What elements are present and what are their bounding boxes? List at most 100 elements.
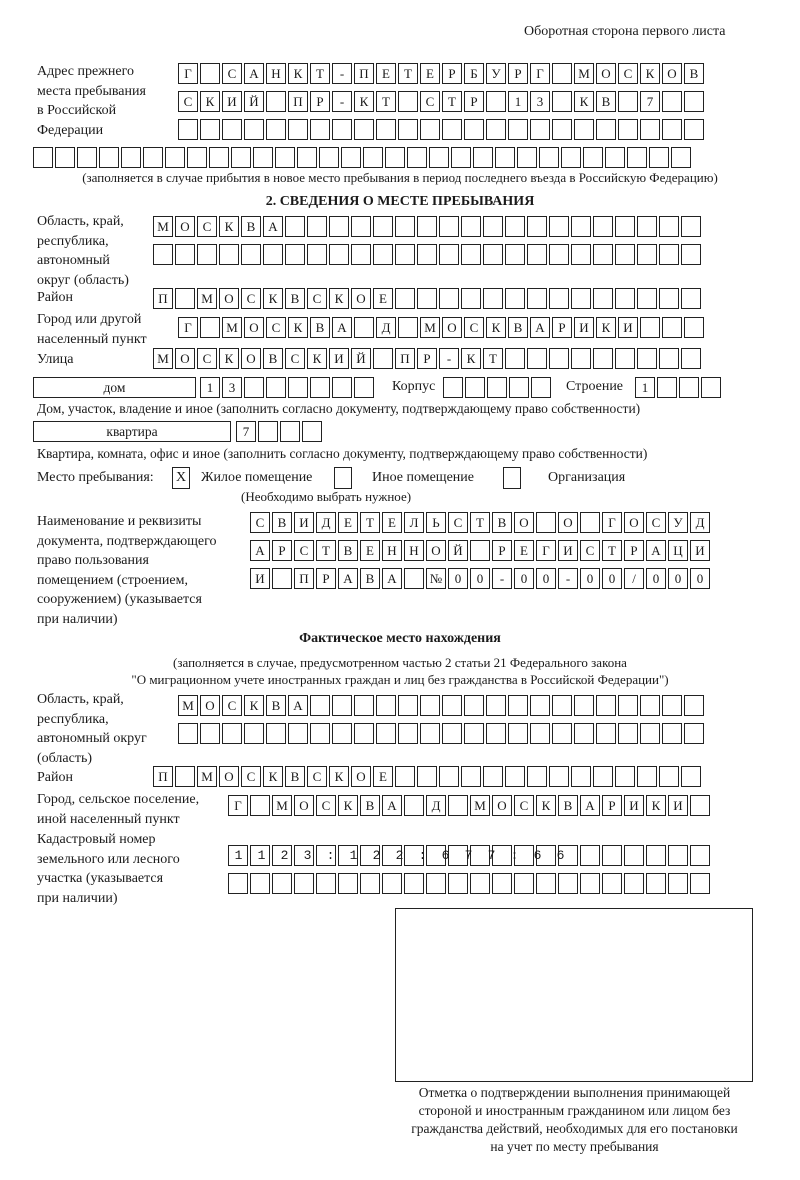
char-cell[interactable]: К [574, 91, 594, 112]
char-cell[interactable] [681, 244, 701, 265]
char-cell[interactable] [417, 288, 437, 309]
char-cell[interactable]: А [250, 540, 270, 561]
house-type-field[interactable]: дом [33, 377, 196, 398]
char-cell[interactable]: О [200, 695, 220, 716]
char-cell[interactable] [536, 873, 556, 894]
char-cell[interactable] [593, 216, 613, 237]
char-cell[interactable] [439, 216, 459, 237]
char-cell[interactable] [640, 317, 660, 338]
char-cell[interactable]: М [197, 766, 217, 787]
char-cell[interactable] [266, 723, 286, 744]
char-cell[interactable]: О [442, 317, 462, 338]
char-cell[interactable]: И [690, 540, 710, 561]
char-cell[interactable] [514, 873, 534, 894]
char-cell[interactable] [593, 244, 613, 265]
char-cell[interactable] [307, 216, 327, 237]
char-cell[interactable] [288, 723, 308, 744]
char-cell[interactable] [552, 91, 572, 112]
char-cell[interactable]: К [354, 91, 374, 112]
char-cell[interactable] [684, 723, 704, 744]
char-cell[interactable] [332, 723, 352, 744]
char-cell[interactable] [637, 348, 657, 369]
char-cell[interactable]: А [244, 63, 264, 84]
char-cell[interactable] [244, 377, 264, 398]
char-cell[interactable] [690, 873, 710, 894]
char-cell[interactable] [508, 119, 528, 140]
char-cell[interactable]: О [175, 348, 195, 369]
char-cell[interactable] [596, 723, 616, 744]
char-cell[interactable]: О [175, 216, 195, 237]
char-cell[interactable]: А [332, 317, 352, 338]
char-cell[interactable] [659, 348, 679, 369]
char-cell[interactable]: 0 [646, 568, 666, 589]
char-cell[interactable] [329, 216, 349, 237]
char-cell[interactable]: 7 [640, 91, 660, 112]
char-cell[interactable] [319, 147, 339, 168]
char-cell[interactable] [684, 91, 704, 112]
char-cell[interactable]: А [382, 568, 402, 589]
char-cell[interactable] [165, 147, 185, 168]
char-cell[interactable] [509, 377, 529, 398]
char-cell[interactable] [354, 317, 374, 338]
char-cell[interactable] [294, 845, 314, 866]
char-cell[interactable]: В [285, 288, 305, 309]
char-cell[interactable] [618, 723, 638, 744]
char-cell[interactable]: О [219, 766, 239, 787]
actual-region-row-2[interactable] [178, 723, 704, 745]
char-cell[interactable]: Р [552, 317, 572, 338]
char-cell[interactable] [662, 91, 682, 112]
char-cell[interactable] [690, 795, 710, 816]
char-cell[interactable] [448, 845, 468, 866]
char-cell[interactable] [187, 147, 207, 168]
char-cell[interactable]: И [668, 795, 688, 816]
char-cell[interactable] [549, 288, 569, 309]
char-cell[interactable]: И [574, 317, 594, 338]
char-cell[interactable] [285, 216, 305, 237]
char-cell[interactable] [272, 845, 292, 866]
char-cell[interactable] [684, 119, 704, 140]
char-cell[interactable]: П [294, 568, 314, 589]
char-cell[interactable]: В [266, 695, 286, 716]
char-cell[interactable]: 0 [448, 568, 468, 589]
char-cell[interactable]: С [618, 63, 638, 84]
char-cell[interactable]: 0 [536, 568, 556, 589]
char-cell[interactable] [310, 695, 330, 716]
char-cell[interactable] [483, 216, 503, 237]
char-cell[interactable] [373, 348, 393, 369]
char-cell[interactable] [464, 695, 484, 716]
organization-checkbox[interactable] [503, 467, 521, 489]
char-cell[interactable] [310, 723, 330, 744]
char-cell[interactable] [253, 147, 273, 168]
char-cell[interactable] [615, 288, 635, 309]
char-cell[interactable] [470, 873, 490, 894]
char-cell[interactable]: Т [316, 540, 336, 561]
char-cell[interactable]: А [382, 795, 402, 816]
char-cell[interactable] [539, 147, 559, 168]
char-cell[interactable] [307, 244, 327, 265]
char-cell[interactable]: О [241, 348, 261, 369]
char-cell[interactable]: С [241, 766, 261, 787]
char-cell[interactable]: 0 [514, 568, 534, 589]
char-cell[interactable] [615, 244, 635, 265]
char-cell[interactable] [659, 216, 679, 237]
char-cell[interactable]: С [250, 512, 270, 533]
char-cell[interactable] [33, 147, 53, 168]
char-cell[interactable] [373, 216, 393, 237]
char-cell[interactable]: К [329, 288, 349, 309]
char-cell[interactable] [684, 317, 704, 338]
char-cell[interactable] [398, 695, 418, 716]
char-cell[interactable] [77, 147, 97, 168]
char-cell[interactable] [486, 695, 506, 716]
char-cell[interactable]: С [316, 795, 336, 816]
char-cell[interactable]: С [285, 348, 305, 369]
char-cell[interactable]: Р [272, 540, 292, 561]
char-cell[interactable]: Й [351, 348, 371, 369]
char-cell[interactable]: Д [316, 512, 336, 533]
char-cell[interactable]: Р [310, 91, 330, 112]
char-cell[interactable]: М [470, 795, 490, 816]
